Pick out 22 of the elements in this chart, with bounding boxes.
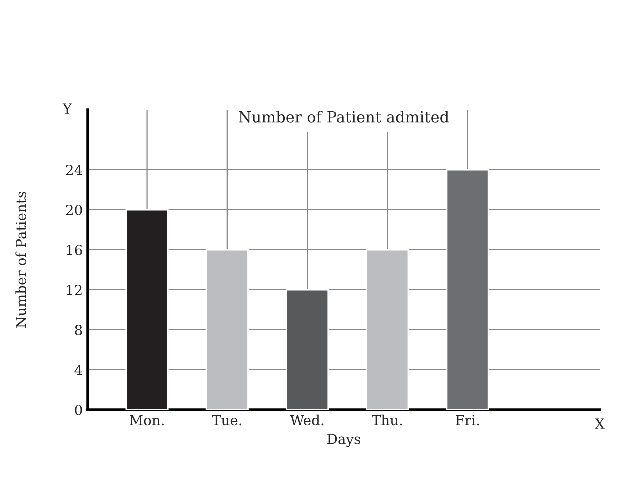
y-tick-label: 20 (66, 204, 82, 216)
x-tick-label: Fri. (456, 415, 480, 426)
y-tick-label: 24 (66, 164, 82, 176)
bar (126, 209, 169, 410)
x-tick-label: Wed. (290, 414, 324, 426)
bar (206, 249, 249, 410)
bar (286, 289, 330, 410)
bar (446, 169, 490, 410)
y-tick-label: 8 (75, 324, 82, 336)
y-tick-label: 12 (67, 284, 82, 296)
bar (366, 249, 410, 410)
x-tick-label: Thu. (372, 414, 402, 426)
text: X (595, 418, 605, 429)
y-axis-title: Number of Patients (16, 192, 26, 328)
x-tick-label: Mon. (130, 415, 164, 426)
x-axis-title: Days (328, 434, 360, 448)
y-tick-label: 4 (74, 364, 82, 376)
text: Y (62, 104, 72, 114)
x-tick-label: Tue. (212, 415, 242, 426)
y-tick-label: 16 (67, 244, 82, 256)
y-tick-label: 0 (75, 404, 82, 416)
chart-title: Number of Patient admited (239, 111, 450, 123)
